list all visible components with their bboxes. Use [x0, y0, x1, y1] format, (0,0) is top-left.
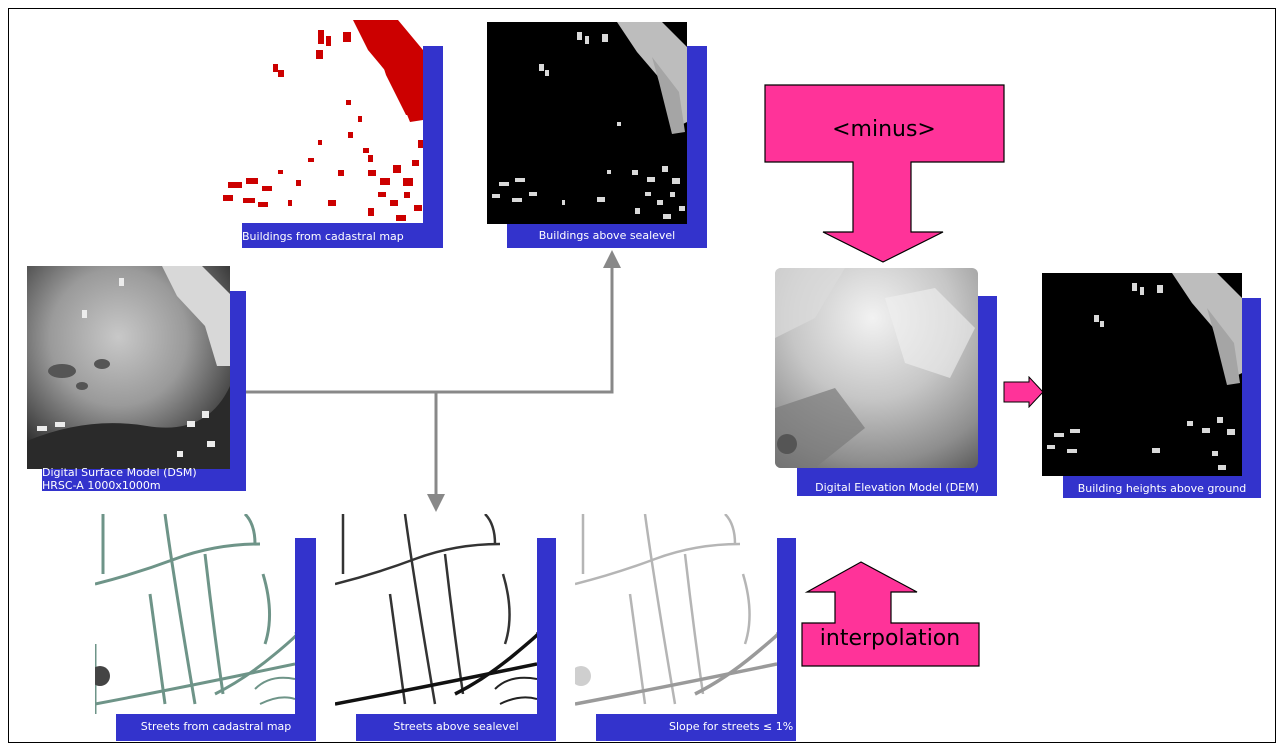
arrowhead-up-to-buildings-sealevel [603, 250, 621, 268]
caption-streets-cadastral: Streets from cadastral map [140, 720, 292, 733]
connector-dsm-trunk [245, 268, 614, 394]
building-heights-image [1042, 273, 1242, 476]
arrowhead-down-to-streets [427, 494, 445, 512]
tall-building-mass [617, 22, 687, 127]
caption-dsm: Digital Surface Model (DSM) HRSC-A 1000x… [42, 466, 197, 492]
interpolation-arrow [801, 561, 980, 667]
interpolation-label: interpolation [819, 626, 961, 651]
caption-dsm-line2: HRSC-A 1000x1000m [42, 479, 161, 492]
caption-slope-streets: Slope for streets ≤ 1% [669, 720, 794, 733]
caption-buildings-cadastral: Buildings from cadastral map [242, 230, 404, 243]
to-heights-arrow [1003, 376, 1044, 408]
caption-streets-sealevel: Streets above sealevel [393, 720, 519, 733]
caption-buildings-sealevel: Buildings above sealevel [538, 229, 676, 242]
diagram-frame [8, 8, 1276, 743]
caption-dsm-line1: Digital Surface Model (DSM) [42, 466, 197, 479]
caption-building-heights: Building heights above ground [1077, 482, 1247, 495]
buildings-sealevel-image [487, 22, 687, 224]
minus-arrow [764, 84, 1005, 263]
caption-dem: Digital Elevation Model (DEM) [815, 481, 979, 494]
buildings-cadastral-map-image [218, 20, 423, 223]
streets-cadastral-map-image [95, 514, 295, 714]
streets-sealevel-image [335, 514, 537, 714]
dem-image [775, 268, 978, 468]
slope-streets-image [575, 514, 777, 714]
minus-label: <minus> [832, 117, 936, 142]
dsm-image [27, 266, 230, 469]
